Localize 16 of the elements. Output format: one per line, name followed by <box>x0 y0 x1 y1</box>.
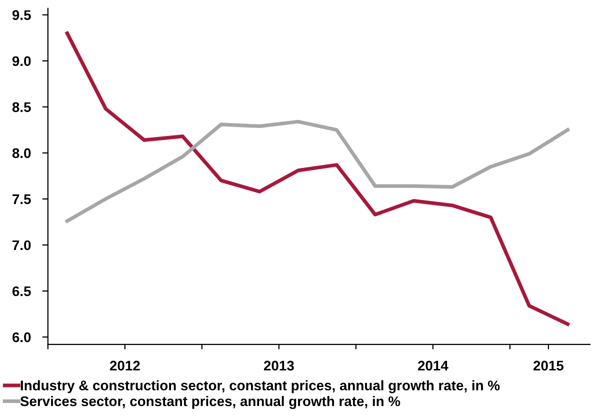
x-tick-label: 2014 <box>418 360 448 371</box>
y-tick-label: 9.5 <box>12 10 31 20</box>
y-tick-label: 7.0 <box>12 240 31 250</box>
y-tick-label: 8.5 <box>12 102 31 112</box>
y-tick-label: 6.0 <box>12 332 31 342</box>
y-tick-label: 7.5 <box>12 194 31 204</box>
x-tick-label: 2012 <box>110 360 140 371</box>
y-tick-label: 9.0 <box>12 56 31 66</box>
line-series <box>65 31 570 326</box>
y-tick-label: 8.0 <box>12 148 31 158</box>
legend-label: Services sector, constant prices, annual growth rate, in % <box>20 396 400 409</box>
x-tick-label: 2015 <box>533 360 564 371</box>
y-tick-label: 6.5 <box>12 286 31 296</box>
legend-label: Industry & construction sector, constant prices, annual growth rate, in % <box>20 380 500 394</box>
x-tick-label: 2013 <box>264 360 294 371</box>
line-series <box>65 120 570 223</box>
